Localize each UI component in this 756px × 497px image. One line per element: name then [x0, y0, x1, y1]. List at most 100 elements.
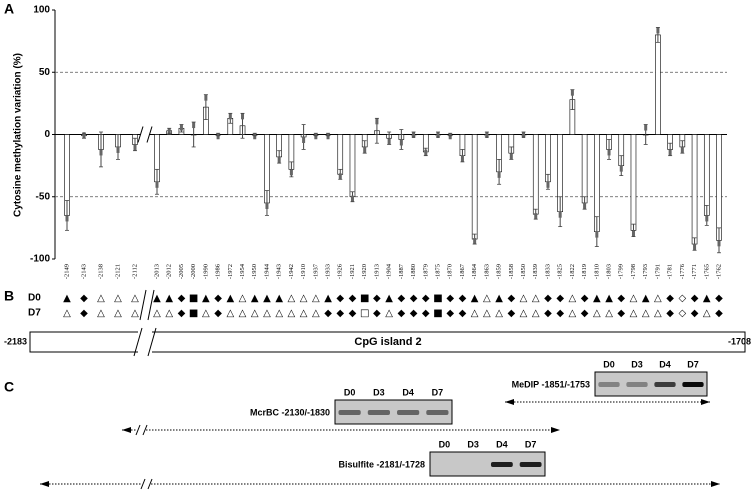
- lane-label: D0: [344, 387, 356, 397]
- methylation-symbol: ◆: [691, 308, 699, 319]
- methylation-symbol: ◆: [397, 293, 405, 304]
- lane-label: D7: [687, 359, 699, 369]
- error-core: [705, 215, 709, 222]
- x-tick-label: -1913: [373, 264, 380, 279]
- error-core: [399, 139, 403, 146]
- y-tick-label: -100: [30, 254, 50, 265]
- y-tick-label: -50: [36, 191, 51, 202]
- methylation-symbol: △: [703, 308, 711, 319]
- methylation-symbol: △: [532, 308, 540, 319]
- methylation-symbol: △: [153, 308, 161, 319]
- x-tick-label: -1920: [361, 264, 368, 279]
- x-tick-label: -1867: [459, 263, 466, 279]
- error-core: [253, 133, 257, 140]
- x-tick-label: -1933: [325, 264, 332, 279]
- arrowhead: [551, 427, 560, 433]
- assay-label: Bisulfite -2181/-1728: [338, 459, 425, 469]
- error-core: [497, 171, 501, 178]
- break-gap: [142, 482, 150, 486]
- x-tick-label: -1875: [434, 264, 441, 279]
- methylation-symbol: △: [226, 308, 234, 319]
- methylation-symbol: ◆: [336, 308, 344, 319]
- x-tick-label: -1926: [337, 263, 344, 279]
- x-tick-label: -1850: [520, 264, 527, 279]
- methylation-symbol: ◆: [715, 293, 723, 304]
- methylation-symbol: ◆: [178, 293, 186, 304]
- methylation-symbol: ◆: [324, 308, 332, 319]
- methylation-symbol: ◆: [410, 293, 418, 304]
- axis-break: [137, 126, 144, 143]
- methylation-symbol: ◆: [581, 308, 589, 319]
- methylation-symbol: △: [520, 308, 528, 319]
- row-label: D0: [28, 293, 41, 304]
- methylation-symbol: ▲: [495, 293, 503, 304]
- methylation-symbol: ■: [189, 308, 198, 319]
- error-core: [375, 118, 379, 125]
- x-tick-label: -1793: [642, 264, 649, 279]
- methylation-symbol: △: [239, 293, 247, 304]
- methylation-symbol: ◆: [446, 293, 454, 304]
- error-core: [338, 173, 342, 180]
- panel-label: A: [4, 1, 14, 17]
- x-tick-label: -1839: [532, 264, 539, 279]
- methylation-symbol: ◆: [544, 308, 552, 319]
- methylation-symbol: △: [114, 293, 122, 304]
- error-core: [595, 231, 599, 238]
- methylation-symbol: △: [239, 308, 247, 319]
- gel-band: [338, 410, 361, 415]
- methylation-symbol: △: [300, 308, 308, 319]
- x-tick-label: -1944: [263, 263, 270, 279]
- methylation-symbol: △: [300, 293, 308, 304]
- error-core: [289, 169, 293, 176]
- methylation-symbol: △: [312, 308, 320, 319]
- error-core: [668, 149, 672, 156]
- methylation-symbol: △: [131, 308, 139, 319]
- methylation-symbol: ◆: [80, 293, 88, 304]
- gel-band: [397, 410, 420, 415]
- methylation-symbol: ▲: [63, 293, 71, 304]
- methylation-symbol: ◆: [214, 293, 222, 304]
- methylation-symbol: ◆: [349, 293, 357, 304]
- error-core: [631, 230, 635, 237]
- lane-label: D7: [525, 439, 537, 449]
- x-tick-label: -1762: [715, 264, 722, 279]
- gel-band: [490, 462, 513, 467]
- x-tick-label: -1887: [398, 263, 405, 279]
- methylation-symbol: △: [569, 293, 577, 304]
- error-core: [82, 132, 86, 139]
- error-core: [583, 202, 587, 209]
- methylation-symbol: ▲: [153, 293, 161, 304]
- x-tick-label: -1819: [581, 264, 588, 279]
- methylation-symbol: ■: [189, 293, 198, 304]
- bar: [337, 134, 344, 175]
- row-label: D7: [28, 308, 41, 319]
- error-core: [179, 124, 183, 131]
- methylation-symbol: ◆: [581, 293, 589, 304]
- methylation-symbol: ◆: [410, 308, 418, 319]
- methylation-symbol: ▲: [275, 293, 283, 304]
- gel-band: [367, 410, 390, 415]
- x-tick-label: -1771: [691, 264, 698, 279]
- error-core: [302, 136, 306, 143]
- methylation-symbol: ◆: [691, 293, 699, 304]
- error-core: [167, 128, 171, 135]
- x-tick-label: -1943: [276, 264, 283, 279]
- break-mark: [140, 478, 146, 490]
- x-tick-label: -1950: [251, 264, 258, 279]
- error-core: [693, 244, 697, 251]
- bar: [655, 34, 661, 135]
- lane-label: D4: [402, 387, 414, 397]
- bar: [532, 134, 539, 215]
- lane-label: D3: [373, 387, 385, 397]
- error-core: [448, 133, 452, 140]
- methylation-symbol: ◆: [666, 293, 674, 304]
- error-core: [116, 146, 120, 153]
- x-tick-label: -2143: [80, 264, 87, 279]
- break-mark: [147, 478, 153, 490]
- gel-band: [682, 382, 704, 387]
- x-tick-label: -1833: [544, 264, 551, 279]
- error-core: [473, 238, 477, 245]
- methylation-symbol: △: [202, 308, 210, 319]
- x-tick-label: -2013: [153, 264, 160, 279]
- x-tick-label: -1880: [410, 264, 417, 279]
